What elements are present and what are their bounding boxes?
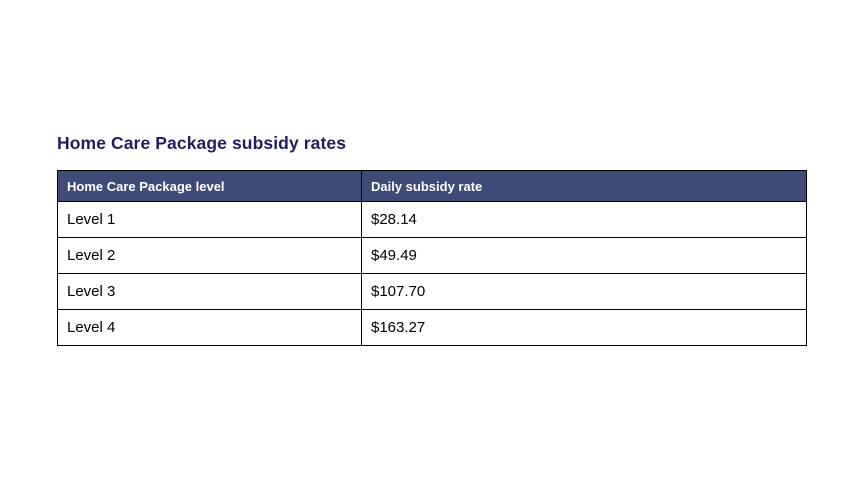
table-row: Level 3 $107.70 [57, 273, 807, 310]
column-header-package-level: Home Care Package level [57, 170, 362, 202]
cell-level: Level 2 [57, 237, 362, 274]
table-row: Level 1 $28.14 [57, 201, 807, 238]
subsidy-rates-table: Home Care Package level Daily subsidy ra… [57, 170, 807, 346]
table-row: Level 2 $49.49 [57, 237, 807, 274]
cell-level: Level 3 [57, 273, 362, 310]
table-header-row: Home Care Package level Daily subsidy ra… [57, 170, 807, 202]
cell-rate: $28.14 [361, 201, 807, 238]
page-title: Home Care Package subsidy rates [57, 133, 347, 153]
table-row: Level 4 $163.27 [57, 309, 807, 346]
cell-rate: $107.70 [361, 273, 807, 310]
cell-rate: $163.27 [361, 309, 807, 346]
cell-rate: $49.49 [361, 237, 807, 274]
cell-level: Level 1 [57, 201, 362, 238]
column-header-subsidy-rate: Daily subsidy rate [361, 170, 807, 202]
cell-level: Level 4 [57, 309, 362, 346]
